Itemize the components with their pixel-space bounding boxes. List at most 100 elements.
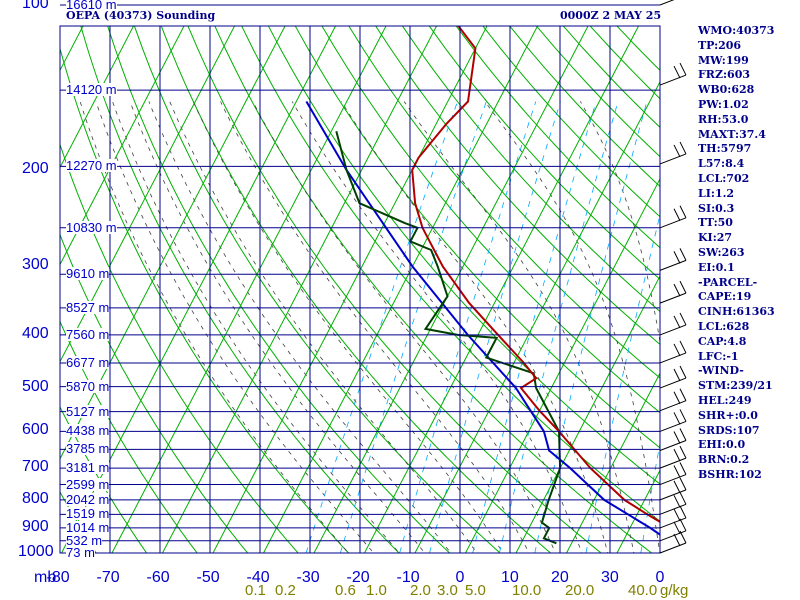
wind-barb-flag [673, 412, 681, 425]
wind-barb-flag [679, 280, 687, 294]
stat-item: BSHR:102 [698, 467, 762, 481]
dry-adiabat [482, 26, 660, 218]
wind-barb [659, 217, 687, 229]
moist-adiabat [252, 101, 556, 553]
isotherm [60, 26, 286, 460]
stat-item: CINH:61363 [698, 305, 775, 319]
temp-tick-label: -60 [146, 569, 170, 586]
height-label: 16610 m [66, 0, 117, 12]
wind-barb-flag [673, 251, 681, 264]
wind-barb [659, 420, 687, 432]
pressure-tick-label: 100 [22, 0, 49, 12]
isotherm [60, 26, 236, 363]
pressure-tick-label: 600 [22, 421, 49, 439]
stat-item: LFC:-1 [698, 349, 739, 363]
temp-tick-label: -30 [296, 569, 320, 586]
wind-barb-flag [679, 205, 687, 219]
isotherm [262, 26, 539, 553]
wind-barb [659, 542, 687, 554]
height-label: 10830 m [66, 219, 117, 235]
wind-barb [659, 74, 687, 86]
mixing-ratio-label: 0.2 [275, 582, 296, 599]
stat-item: LI:1.2 [698, 186, 735, 200]
stat-item: L57:8.4 [698, 157, 745, 171]
stat-item: KI:27 [698, 231, 733, 245]
wind-barb [659, 474, 687, 486]
stat-item: CAP:4.8 [698, 334, 747, 348]
pressure-tick-label: 800 [22, 489, 49, 507]
height-label: 2042 m [66, 491, 110, 507]
wind-barb-flag [673, 521, 681, 535]
wind-barb-flag [679, 518, 687, 532]
height-label: 1014 m [66, 519, 110, 535]
dry-adiabat [267, 26, 660, 485]
temp-tick-label: -80 [46, 569, 70, 586]
temp-tick-label: -50 [196, 569, 220, 586]
stat-item: MW:199 [698, 53, 749, 67]
height-label: 5127 m [66, 403, 110, 419]
plot-area [0, 0, 660, 565]
stat-item: BRN:0.2 [698, 453, 750, 467]
wind-barb-flag [679, 462, 687, 475]
stat-item: MAXT:37.4 [698, 127, 766, 141]
dewpoint-line [335, 131, 562, 545]
wind-barb-flag [673, 431, 681, 444]
isotherm [464, 177, 660, 553]
dry-adiabat [107, 26, 451, 553]
wind-barb-flag [679, 365, 687, 379]
temp-tick-label: 20 [551, 569, 569, 586]
isotherm [60, 26, 185, 266]
stat-item: -WIND- [698, 364, 744, 378]
mixing-ratio-label: 2.0 [410, 582, 431, 599]
isotherm [313, 26, 589, 553]
wind-barb-flag [673, 391, 681, 404]
dry-adiabat [455, 26, 660, 249]
isotherm [161, 26, 438, 553]
wind-barb [659, 377, 687, 389]
stat-item: SI:0.3 [698, 201, 735, 215]
height-label: 1519 m [66, 506, 110, 522]
wind-barb-flag [673, 508, 681, 522]
stat-item: EI:0.1 [698, 260, 735, 274]
stat-item: RH:53.0 [698, 112, 749, 126]
wind-barb-flag [673, 65, 681, 79]
height-label: 4438 m [66, 423, 110, 439]
mixing-ratio-label: 3.0 [437, 582, 458, 599]
stats-panel: WMO:40373 TP:206 MW:199 FRZ:603 WB0:628 PW:1.… [698, 24, 775, 483]
height-label: 9610 m [66, 266, 110, 282]
dry-adiabat [60, 143, 299, 553]
wind-barb-flag [679, 62, 687, 76]
wind-barb [659, 530, 687, 542]
stat-item: SW:263 [698, 245, 745, 259]
dry-adiabat [160, 26, 552, 553]
wind-barb-flag [679, 312, 687, 326]
wind-barb-flag [673, 343, 681, 357]
temp-tick-label: 0 [455, 569, 465, 586]
pressure-tick-label: 200 [22, 159, 49, 177]
wind-barb-flag [673, 368, 681, 382]
wind-barb-flag [679, 505, 687, 519]
mixing-ratio-label: 0.6 [335, 582, 356, 599]
stat-item: SHR+:0.0 [698, 408, 758, 422]
wind-barb [659, 457, 687, 469]
wind-barb [659, 259, 687, 271]
stat-item: TP:206 [698, 38, 742, 52]
dry-adiabat [401, 26, 660, 313]
wind-barb-flag [673, 448, 681, 462]
wind-barb-flag [679, 530, 687, 544]
wind-barb-flag [673, 495, 681, 508]
stat-item: PW:1.02 [698, 97, 749, 111]
height-label: 73 m [66, 545, 95, 560]
mixing-ratio-label: 5.0 [465, 582, 486, 599]
dry-adiabat [0, 0, 1, 565]
stat-item: FRZ:603 [698, 68, 751, 82]
wind-barb-flag [679, 477, 687, 491]
parcel-line [305, 100, 660, 536]
wind-barb-flag [673, 283, 681, 297]
pressure-tick-label: 300 [22, 256, 49, 274]
wind-barb [659, 0, 675, 6]
chart-title: OEPA (40373) Sounding [66, 9, 216, 22]
chart-time: 0000Z 2 MAY 25 [560, 9, 662, 22]
stat-item: LCL:628 [698, 319, 750, 333]
